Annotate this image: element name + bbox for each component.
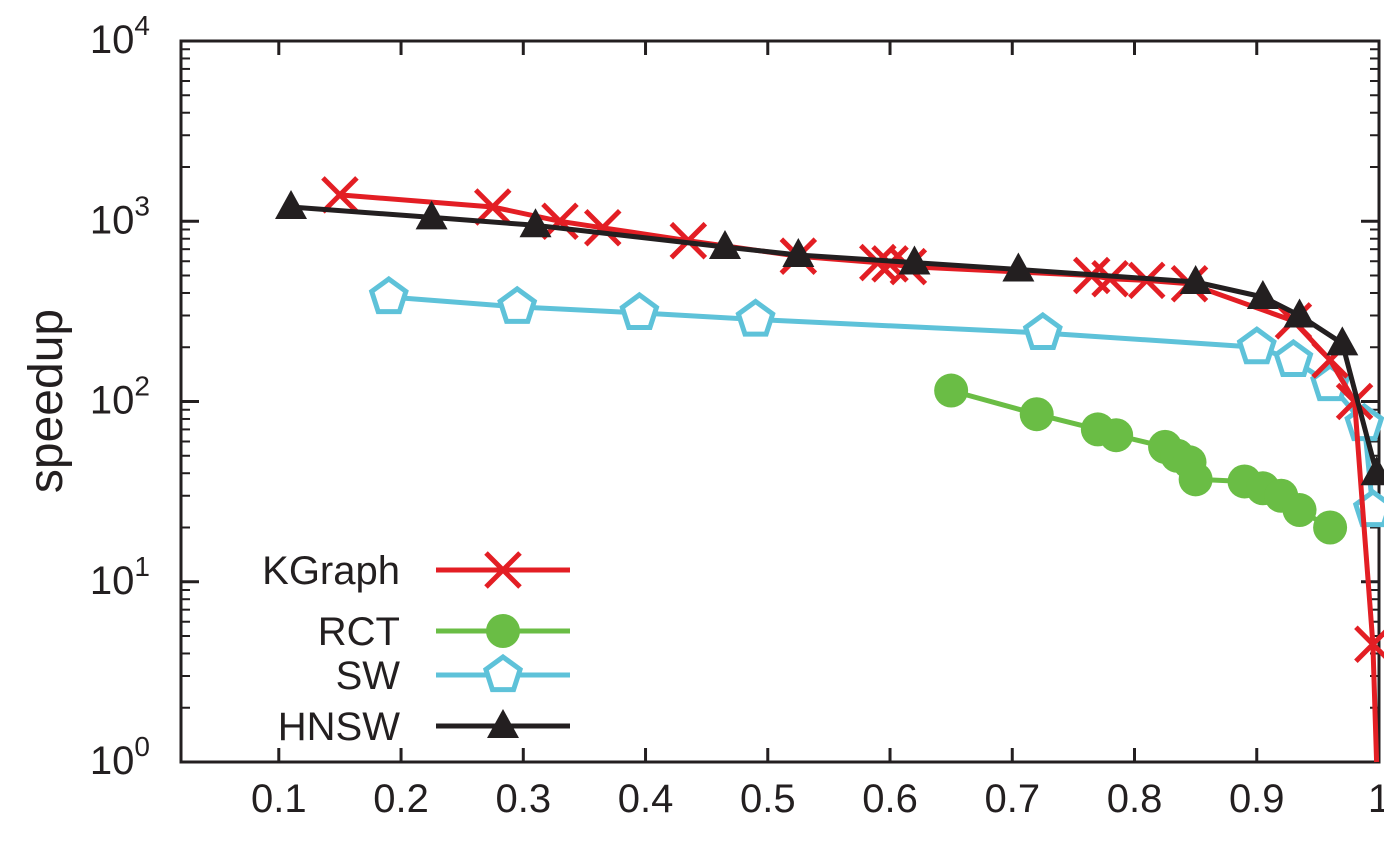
data-point [1019,397,1054,432]
y-tick-label: 102 [90,371,150,423]
axis-ticks [181,39,1381,764]
x-tick-label: 0.4 [618,777,674,821]
legend-marker [487,709,519,738]
series-line [388,294,1376,511]
data-point [1179,265,1212,295]
x-tick-label: 0.7 [984,777,1040,821]
y-tick-base: 10 [90,559,135,603]
data-point [1360,456,1384,486]
data-point [708,229,741,259]
legend-label: KGraph [262,549,400,593]
legend-marker [482,653,524,693]
y-tick-exponent: 0 [134,731,150,762]
series-layer [275,176,1384,763]
x-tick-label: 0.1 [251,777,307,821]
x-tick-label: 0.9 [1229,777,1285,821]
x-tick-label: 0.6 [862,777,918,821]
x-tick-label: 0.2 [373,777,429,821]
cross-stroke [473,188,512,226]
x-tick-label: 0.8 [1107,777,1163,821]
data-point [735,298,776,337]
x-tick-label: 0.3 [495,777,551,821]
data-point [1326,326,1359,356]
data-point [1283,298,1316,328]
x-tick-labels: 0.1 0.2 0.3 0.4 0.5 0.6 0.7 0.8 0.9 1 [251,777,1384,821]
data-point [1091,259,1129,298]
y-tick-exponent: 4 [134,10,150,41]
y-tick-base: 10 [90,18,135,62]
data-point [1178,462,1213,497]
cross-stroke [321,176,359,214]
data-point [519,208,552,238]
data-point [1002,252,1035,282]
data-point [1313,510,1348,545]
x-tick-label: 1 [1368,777,1384,821]
data-point [321,176,359,214]
data-point [934,373,969,408]
data-point [1022,311,1063,350]
series-rct [934,373,1348,545]
cross-stroke [1091,259,1129,298]
data-point [1335,382,1374,421]
legend-label: HNSW [278,705,400,749]
y-tick-exponent: 3 [134,190,150,221]
y-axis-label: speedup [20,309,73,493]
data-point [782,237,815,267]
data-point [1273,338,1314,377]
data-point [1246,279,1279,309]
legend-marker [486,614,520,648]
series-hnsw [275,189,1384,486]
legend-item-kgraph: KGraph [262,549,570,593]
data-point [275,189,308,219]
y-tick-base: 10 [90,198,135,242]
data-point [583,209,622,247]
legend-label: SW [336,654,401,698]
y-tick-base: 10 [90,739,135,783]
legend-marker [484,551,522,589]
legend-item-hnsw: HNSW [278,705,570,749]
data-point [898,245,931,275]
data-point [619,291,660,330]
cross-stroke [583,209,622,247]
y-tick-base: 10 [90,379,135,423]
y-tick-label: 104 [90,10,150,62]
data-point [1099,418,1134,453]
cross-stroke [484,551,522,589]
x-tick-label: 0.5 [740,777,796,821]
cross-stroke [1354,629,1384,664]
y-tick-label: 103 [90,190,150,242]
data-point [497,285,538,324]
y-tick-label: 100 [90,731,150,783]
legend-label: RCT [318,610,400,654]
y-tick-exponent: 2 [134,371,150,402]
legend-item-rct: RCT [318,610,570,654]
data-point [415,200,448,230]
y-tick-label: 101 [90,551,150,603]
data-point [1236,326,1277,365]
y-tick-exponent: 1 [134,551,150,582]
cross-stroke [871,245,909,283]
data-point [473,188,512,226]
cross-stroke [1335,382,1374,421]
data-point [1282,493,1317,528]
series-line [290,204,1380,474]
data-point [368,275,409,315]
data-point [1354,625,1384,664]
legend-item-sw: SW [336,653,570,698]
